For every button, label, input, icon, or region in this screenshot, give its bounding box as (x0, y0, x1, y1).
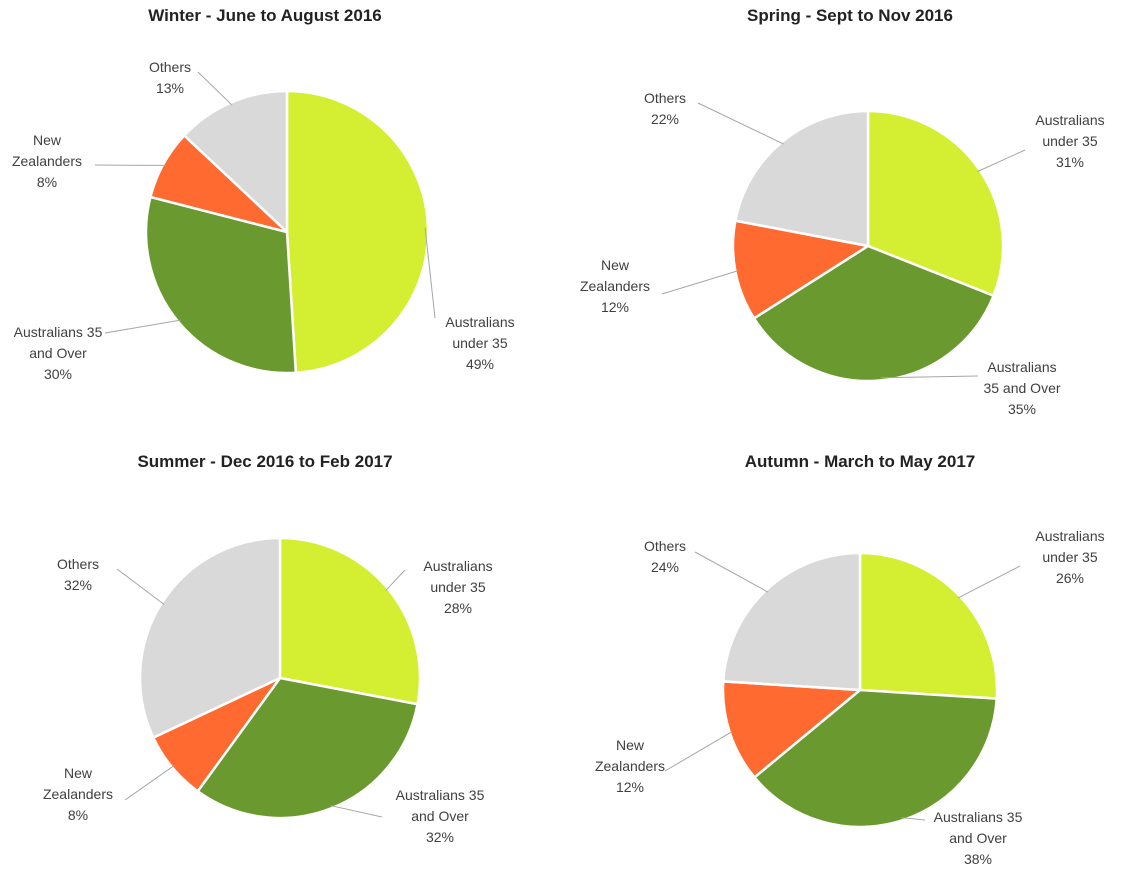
chart-title: Spring - Sept to Nov 2016 (747, 6, 953, 25)
data-label: Australians under 35 31% (1020, 110, 1120, 173)
data-label: New Zealanders 12% (588, 735, 673, 798)
chart-title: Autumn - March to May 2017 (744, 452, 976, 471)
pie-slice (721, 680, 864, 780)
label-category: Others (643, 90, 686, 106)
data-label: Others 32% (36, 554, 121, 596)
label-category: New Zealanders (11, 132, 83, 169)
leader-line (330, 805, 383, 818)
data-label: Others 13% (128, 57, 213, 99)
pie-slice (721, 551, 862, 692)
label-category: Australians under 35 (1035, 528, 1105, 565)
label-category: New Zealanders (42, 765, 114, 802)
data-label: Australians 35 and Over 38% (928, 807, 1028, 870)
pie-slice (752, 688, 999, 829)
label-value: 8% (36, 174, 58, 190)
data-label: Others 22% (623, 88, 708, 130)
label-value: 31% (1055, 154, 1085, 170)
data-label: Australians 35 and Over 32% (390, 785, 490, 848)
label-value: 28% (443, 600, 473, 616)
pie-slice (278, 536, 422, 706)
data-label: New Zealanders 8% (5, 130, 90, 193)
leader-line (104, 319, 181, 334)
label-value: 22% (650, 111, 680, 127)
label-category: Others (643, 538, 686, 554)
leader-line (694, 551, 769, 593)
pie-slice (195, 676, 419, 820)
label-category: Australians 35 and Over (395, 787, 485, 824)
label-value: 26% (1055, 570, 1085, 586)
label-value: 12% (600, 299, 630, 315)
label-value: 30% (43, 366, 73, 382)
leader-line (424, 227, 436, 319)
pie-slice (144, 195, 298, 375)
label-category: Australians 35 and Over (983, 359, 1061, 396)
label-category: Others (148, 59, 191, 75)
leader-line (697, 102, 784, 145)
data-label: New Zealanders 8% (36, 763, 121, 826)
chart-title: Summer - Dec 2016 to Feb 2017 (137, 452, 393, 471)
label-category: Australians 35 and Over (933, 809, 1023, 846)
leader-line (124, 765, 175, 801)
leader-line (880, 375, 979, 379)
pie-slice (858, 551, 999, 700)
leader-line (901, 817, 926, 821)
leader-line (957, 565, 1021, 599)
label-value: 12% (615, 779, 645, 795)
data-label: Australians 35 and Over 30% (8, 322, 108, 385)
pie-slice (182, 89, 289, 235)
label-category: Others (56, 556, 99, 572)
label-value: 32% (425, 829, 455, 845)
leader-line (664, 731, 733, 772)
leader-line (385, 569, 406, 591)
data-label: Australians 35 and Over 35% (980, 357, 1065, 420)
pie-slice (733, 109, 870, 248)
data-label: Australians under 35 26% (1020, 526, 1120, 589)
data-label: Others 24% (623, 536, 708, 578)
label-value: 24% (650, 559, 680, 575)
data-label: New Zealanders 12% (573, 255, 658, 318)
leader-line (661, 270, 739, 295)
data-label: Australians under 35 49% (430, 312, 530, 375)
label-value: 38% (963, 851, 993, 867)
label-category: New Zealanders (594, 737, 666, 774)
leader-line (116, 568, 165, 605)
chart-title: Winter - June to August 2016 (148, 6, 382, 25)
label-value: 8% (67, 807, 89, 823)
pie-slice (752, 244, 996, 383)
label-category: Australians 35 and Over (13, 324, 103, 361)
label-value: 32% (63, 577, 93, 593)
label-category: Australians under 35 (445, 314, 515, 351)
pie-slice (285, 89, 430, 375)
label-value: 35% (1007, 401, 1037, 417)
data-label: Australians under 35 28% (408, 556, 508, 619)
label-category: Australians under 35 (1035, 112, 1105, 149)
label-category: New Zealanders (579, 257, 651, 294)
leader-line (977, 149, 1026, 173)
label-value: 13% (155, 80, 185, 96)
leader-line (197, 71, 233, 106)
label-category: Australians under 35 (423, 558, 493, 595)
label-value: 49% (465, 356, 495, 372)
